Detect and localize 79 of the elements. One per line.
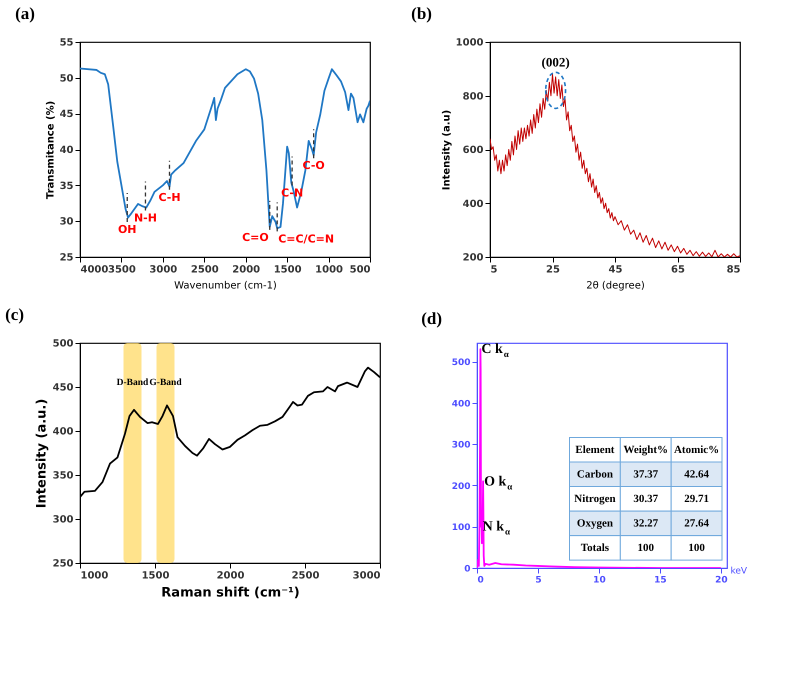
x-tick-label: 65 — [671, 264, 685, 276]
annotation: 42.64 — [684, 468, 710, 480]
y-tick-label: 40 — [60, 145, 74, 156]
y-tick-label: 450 — [52, 382, 74, 394]
x-axis-title: Wavenumber (cm-1) — [174, 280, 277, 292]
annotation: C=O — [242, 230, 269, 244]
y-tick-label: 45 — [60, 109, 74, 120]
y-tick-label: 350 — [52, 470, 74, 482]
y-tick-label: 400 — [452, 399, 470, 410]
x-tick-label: 5 — [535, 576, 542, 586]
x-tick-label: 2500 — [190, 264, 219, 276]
y-tick-label: 400 — [462, 198, 484, 210]
x-axis-title: 2θ (degree) — [586, 280, 645, 292]
annotation: 32.27 — [633, 517, 659, 530]
y-tick-label: 300 — [452, 440, 470, 451]
x-tick-label: 20 — [715, 576, 728, 586]
chart-title: (c) — [5, 305, 24, 324]
x-tick-label: 2000 — [216, 570, 244, 582]
y-tick-label: 200 — [452, 482, 470, 492]
annotation: 30.37 — [633, 492, 659, 505]
y-tick-label: 500 — [52, 338, 74, 350]
chart-title: (d) — [421, 309, 442, 328]
x-tick-label: 2500 — [292, 570, 320, 582]
x-tick-label: 3000 — [352, 570, 381, 582]
annotation: Weight% — [623, 444, 668, 456]
annotation: N-H — [134, 212, 157, 225]
chart-title: (b) — [411, 4, 432, 23]
annotation: Element — [575, 444, 615, 456]
y-tick-label: 30 — [60, 216, 74, 228]
y-tick-label: 300 — [52, 514, 74, 526]
x-tick-label: 1500 — [274, 264, 302, 276]
y-tick-label: 50 — [60, 73, 74, 84]
y-tick-label: 55 — [60, 38, 74, 48]
annotation: Atomic% — [674, 444, 720, 456]
x-tick-label: 15 — [654, 576, 667, 586]
y-tick-label: 400 — [52, 426, 74, 438]
y-tick-label: 250 — [52, 558, 74, 570]
x-tick-label: 500 — [350, 264, 371, 276]
annotation: 100 — [638, 542, 654, 554]
annotation: Carbon — [576, 468, 613, 480]
band-label: G-Band — [149, 378, 182, 388]
y-axis-title: Intensity (a.u) — [442, 110, 453, 190]
x-tick-label: 1000 — [80, 570, 108, 582]
y-tick-label: 600 — [462, 145, 484, 156]
x-tick-label: 4000 — [80, 264, 108, 276]
x-tick-label: 45 — [608, 264, 622, 276]
annotation: C=C/C=N — [278, 232, 334, 246]
y-tick-label: 500 — [452, 358, 470, 368]
y-tick-label: 200 — [462, 252, 484, 264]
band-label: D-Band — [116, 378, 150, 388]
annotation: OH — [118, 223, 137, 236]
annotation: 27.64 — [684, 517, 710, 530]
y-axis-title: Intensity (a.u.) — [34, 398, 50, 508]
annotation: Oxygen — [576, 517, 613, 530]
annotation: 29.71 — [684, 492, 709, 505]
x-tick-label: 2000 — [232, 264, 260, 276]
x-tick-label: 3500 — [108, 264, 136, 276]
x-tick-label: 1500 — [142, 570, 170, 582]
annotation: Nitrogen — [574, 492, 616, 505]
x-tick-label: 10 — [593, 576, 606, 586]
y-tick-label: 100 — [452, 523, 470, 534]
y-tick-label: 800 — [462, 91, 484, 102]
x-tick-label: 1000 — [315, 264, 344, 276]
x-tick-label: 85 — [726, 264, 741, 276]
x-tick-label: 5 — [490, 264, 498, 276]
y-tick-label: 25 — [60, 252, 74, 264]
annotation: (002) — [542, 54, 570, 70]
y-axis-title: Transmitance (%) — [46, 100, 57, 200]
annotation: 100 — [688, 542, 706, 554]
x-axis-title: Raman shift (cm⁻¹) — [161, 586, 300, 600]
annotation: C-H — [158, 190, 181, 204]
y-tick-label: 35 — [60, 180, 74, 192]
y-tick-label: 1000 — [456, 38, 484, 48]
annotation: Totals — [580, 542, 610, 554]
annotation: 37.37 — [633, 468, 659, 480]
x-tick-label: 25 — [546, 264, 560, 276]
chart-title: (a) — [15, 4, 35, 23]
x-axis-title: keV — [730, 566, 748, 576]
x-tick-label: 3000 — [149, 264, 178, 276]
